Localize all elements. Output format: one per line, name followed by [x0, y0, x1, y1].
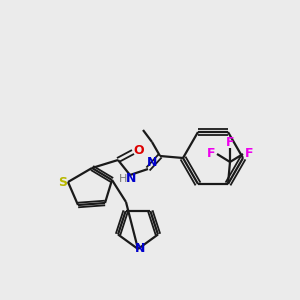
Text: F: F	[207, 148, 215, 160]
Text: F: F	[226, 136, 234, 149]
Text: S: S	[58, 176, 68, 190]
Text: N: N	[135, 242, 145, 254]
Text: N: N	[126, 172, 136, 185]
Text: F: F	[245, 148, 253, 160]
Text: O: O	[134, 145, 144, 158]
Text: N: N	[147, 155, 157, 169]
Text: H: H	[119, 174, 127, 184]
